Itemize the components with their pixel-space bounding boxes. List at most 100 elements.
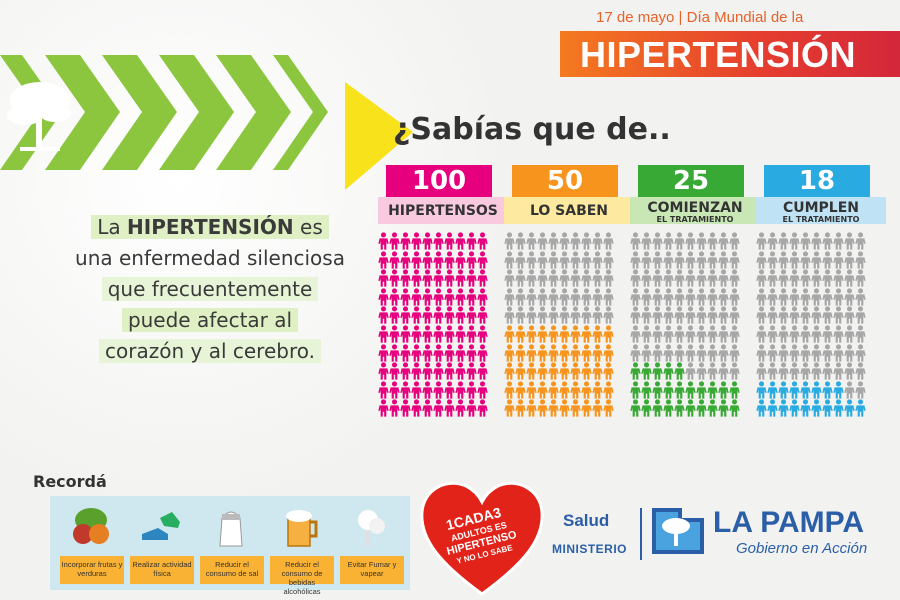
person-icon xyxy=(696,232,707,250)
person-icon xyxy=(548,306,559,324)
person-icon xyxy=(400,325,411,343)
person-icon xyxy=(559,381,570,399)
person-icon xyxy=(641,288,652,306)
person-icon xyxy=(811,343,822,362)
person-icon xyxy=(466,269,477,287)
person-icon xyxy=(455,343,466,362)
person-icon xyxy=(674,288,685,306)
column-lo-saben: 50 LO SABEN xyxy=(504,165,634,418)
person-icon xyxy=(422,381,433,399)
person-icon xyxy=(570,325,581,343)
person-icon xyxy=(652,362,663,380)
person-icon xyxy=(674,250,685,269)
person-icon xyxy=(789,325,800,343)
person-icon xyxy=(433,343,444,362)
person-icon xyxy=(718,362,729,380)
column-cumplen: 18 CUMPLEN EL TRATAMIENTO xyxy=(756,165,886,418)
person-icon xyxy=(422,343,433,362)
person-icon xyxy=(778,232,789,250)
statement-line-5: corazón y al cerebro. xyxy=(99,339,321,363)
person-icon xyxy=(767,325,778,343)
person-icon xyxy=(515,269,526,287)
person-icon xyxy=(444,250,455,269)
person-icon xyxy=(504,362,515,380)
label-box: CUMPLEN EL TRATAMIENTO xyxy=(756,197,886,224)
person-icon xyxy=(515,232,526,250)
person-icon xyxy=(537,325,548,343)
person-icon xyxy=(630,306,641,324)
person-icon xyxy=(592,381,603,399)
person-icon xyxy=(455,250,466,269)
person-icon xyxy=(800,362,811,380)
person-icon xyxy=(400,343,411,362)
person-icon xyxy=(477,232,488,250)
person-icon xyxy=(707,250,718,269)
person-icon xyxy=(707,288,718,306)
person-icon xyxy=(548,381,559,399)
person-icon xyxy=(581,306,592,324)
person-icon xyxy=(663,399,674,417)
person-icon xyxy=(466,362,477,380)
person-icon xyxy=(526,362,537,380)
person-icon xyxy=(833,399,844,417)
person-icon xyxy=(844,325,855,343)
person-icon xyxy=(603,269,614,287)
person-icon xyxy=(570,269,581,287)
gobierno-text: Gobierno en Acción xyxy=(736,540,868,557)
person-icon xyxy=(378,325,389,343)
person-icon xyxy=(389,232,400,250)
person-icon xyxy=(844,232,855,250)
people-grid xyxy=(504,232,634,418)
person-icon xyxy=(767,362,778,380)
person-icon xyxy=(707,343,718,362)
person-icon xyxy=(603,381,614,399)
statement-line-4: puede afectar al xyxy=(121,308,299,332)
person-icon xyxy=(674,343,685,362)
person-icon xyxy=(756,306,767,324)
person-icon xyxy=(400,306,411,324)
person-icon xyxy=(833,250,844,269)
tip-smoking: Evitar Fumar y vapear xyxy=(338,502,404,586)
person-icon xyxy=(674,325,685,343)
person-icon xyxy=(411,325,422,343)
person-icon xyxy=(729,381,740,399)
person-icon xyxy=(378,343,389,362)
beer-mug-icon xyxy=(286,510,318,547)
person-icon xyxy=(592,399,603,417)
person-icon xyxy=(389,362,400,380)
value-box: 18 xyxy=(764,165,870,197)
person-icon xyxy=(641,362,652,380)
person-icon xyxy=(504,325,515,343)
person-icon xyxy=(444,232,455,250)
person-icon xyxy=(833,343,844,362)
person-icon xyxy=(855,343,866,362)
person-icon xyxy=(855,306,866,324)
person-icon xyxy=(641,399,652,417)
person-icon xyxy=(581,269,592,287)
person-icon xyxy=(455,399,466,417)
chevron-shape xyxy=(102,55,177,170)
person-icon xyxy=(466,288,477,306)
person-icon xyxy=(455,325,466,343)
person-icon xyxy=(504,250,515,269)
person-icon xyxy=(630,343,641,362)
person-icon xyxy=(378,232,389,250)
person-icon xyxy=(855,288,866,306)
person-icon xyxy=(707,325,718,343)
person-icon xyxy=(718,399,729,417)
person-icon xyxy=(756,269,767,287)
person-icon xyxy=(559,362,570,380)
person-icon xyxy=(570,343,581,362)
person-icon xyxy=(822,343,833,362)
person-icon xyxy=(767,269,778,287)
person-icon xyxy=(822,288,833,306)
person-icon xyxy=(433,288,444,306)
person-icon xyxy=(389,269,400,287)
label-box: COMIENZAN EL TRATAMIENTO xyxy=(630,197,760,224)
person-icon xyxy=(444,306,455,324)
person-icon xyxy=(592,306,603,324)
person-icon xyxy=(663,269,674,287)
person-icon xyxy=(652,250,663,269)
person-icon xyxy=(789,288,800,306)
person-icon xyxy=(652,306,663,324)
